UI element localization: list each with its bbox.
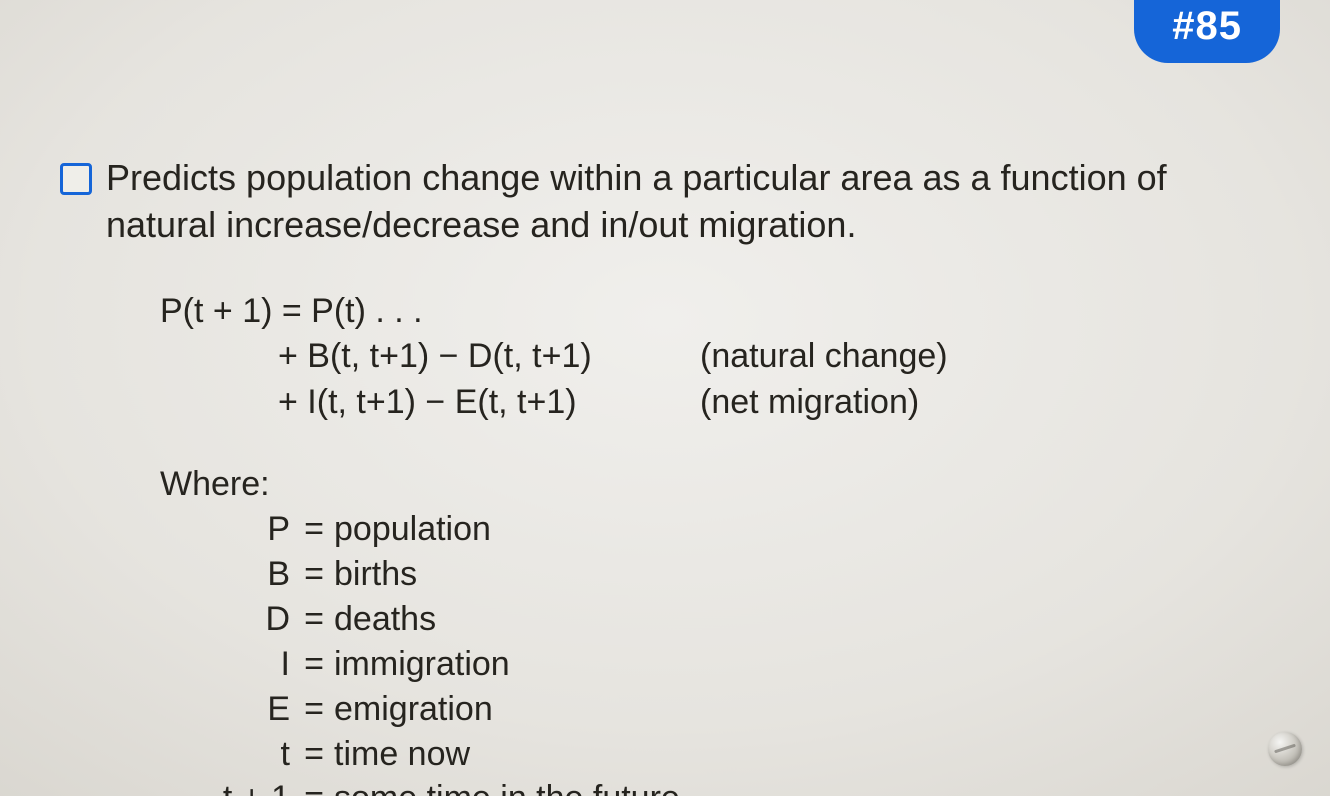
def-sym: D bbox=[160, 597, 300, 642]
equation-line-1: P(t + 1) = P(t) . . . bbox=[160, 289, 640, 335]
def-row: t + 1=some time in the future bbox=[160, 776, 1270, 796]
equation-block: P(t + 1) = P(t) . . . + B(t, t+1) − D(t,… bbox=[160, 289, 1270, 427]
equals-sign: = bbox=[300, 552, 328, 597]
def-row: E=emigration bbox=[160, 687, 1270, 732]
equation-note-3: (net migration) bbox=[640, 380, 919, 426]
def-row: B=births bbox=[160, 552, 1270, 597]
bullet-item: Predicts population change within a part… bbox=[60, 155, 1270, 249]
def-sym: B bbox=[160, 552, 300, 597]
page-number-text: #85 bbox=[1172, 4, 1242, 48]
bullet-checkbox-icon bbox=[60, 163, 92, 195]
def-txt: emigration bbox=[328, 687, 493, 732]
lead-text: Predicts population change within a part… bbox=[106, 155, 1270, 249]
equals-sign: = bbox=[300, 732, 328, 777]
def-sym: E bbox=[160, 687, 300, 732]
def-sym: t bbox=[160, 732, 300, 777]
screw-icon bbox=[1268, 732, 1302, 766]
slide-content: Predicts population change within a part… bbox=[60, 155, 1270, 796]
def-txt: some time in the future bbox=[328, 776, 680, 796]
equation-note-2: (natural change) bbox=[640, 334, 948, 380]
where-label: Where: bbox=[160, 462, 1270, 507]
equals-sign: = bbox=[300, 776, 328, 796]
def-txt: time now bbox=[328, 732, 470, 777]
def-row: D=deaths bbox=[160, 597, 1270, 642]
def-row: t=time now bbox=[160, 732, 1270, 777]
def-txt: population bbox=[328, 507, 491, 552]
equals-sign: = bbox=[300, 687, 328, 732]
equals-sign: = bbox=[300, 507, 328, 552]
def-sym: P bbox=[160, 507, 300, 552]
where-block: Where: P=population B=births D=deaths I=… bbox=[160, 462, 1270, 796]
def-row: I=immigration bbox=[160, 642, 1270, 687]
def-sym: t + 1 bbox=[160, 776, 300, 796]
def-sym: I bbox=[160, 642, 300, 687]
def-row: P=population bbox=[160, 507, 1270, 552]
page-number-badge: #85 bbox=[1134, 0, 1280, 63]
def-txt: births bbox=[328, 552, 417, 597]
equation-line-2: + B(t, t+1) − D(t, t+1) bbox=[160, 334, 640, 380]
equals-sign: = bbox=[300, 597, 328, 642]
def-txt: deaths bbox=[328, 597, 436, 642]
equation-line-3: + I(t, t+1) − E(t, t+1) bbox=[160, 380, 640, 426]
equals-sign: = bbox=[300, 642, 328, 687]
def-txt: immigration bbox=[328, 642, 510, 687]
